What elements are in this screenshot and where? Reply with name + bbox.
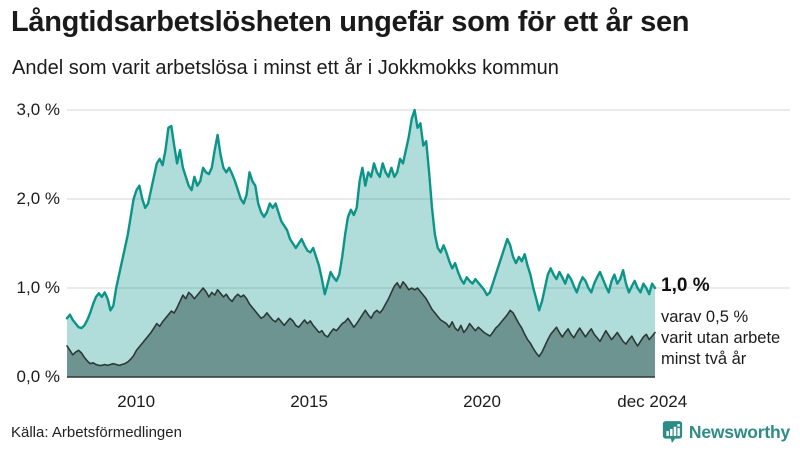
long-term-unemployment-line — [65, 108, 657, 330]
y-tick-label: 2,0 % — [16, 189, 60, 208]
y-tick-label: 1,0 % — [16, 278, 60, 297]
very-long-term-unemployment-line — [66, 281, 656, 367]
page-title: Långtidsarbetslösheten ungefär som för e… — [11, 6, 690, 38]
annotation-line: minst två år — [661, 350, 747, 368]
newsworthy-logo: Newsworthy — [662, 420, 790, 444]
annotation-line: varav 0,5 % — [661, 308, 749, 326]
x-tick-label: 2015 — [290, 392, 329, 411]
annotation-text: varav 0,5 % varit utan arbete minst två … — [661, 307, 780, 370]
brand-name: Newsworthy — [688, 421, 790, 442]
source-caption: Källa: Arbetsförmedlingen — [11, 424, 182, 441]
newsworthy-bubble-icon — [662, 421, 683, 443]
chart-subtitle: Andel som varit arbetslösa i minst ett å… — [12, 57, 559, 79]
x-tick-label: dec 2024 — [617, 392, 688, 411]
annotation-line: varit utan arbete — [661, 329, 781, 347]
y-tick-label: 3,0 % — [16, 100, 60, 119]
latest-value-label: 1,0 % — [661, 275, 710, 296]
x-tick-label: 2020 — [463, 392, 501, 411]
very-long-term-unemployment-area — [67, 281, 655, 377]
x-tick-label: 2010 — [117, 392, 156, 411]
y-tick-label: 0,0 % — [16, 367, 60, 386]
